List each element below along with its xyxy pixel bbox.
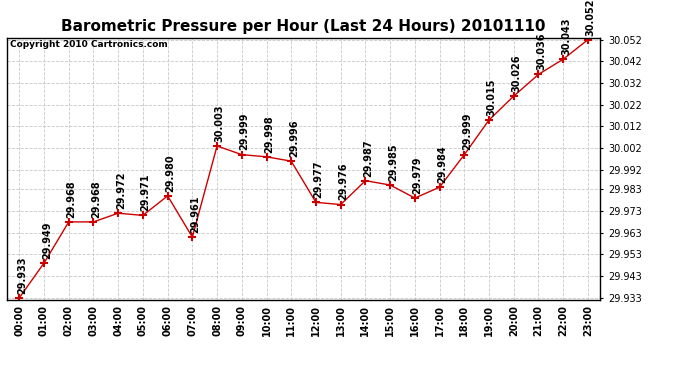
Text: 29.984: 29.984	[437, 146, 447, 183]
Text: 29.998: 29.998	[264, 115, 275, 153]
Text: 29.985: 29.985	[388, 143, 398, 181]
Text: 29.961: 29.961	[190, 195, 200, 233]
Text: 29.980: 29.980	[166, 154, 175, 192]
Text: 29.999: 29.999	[462, 113, 472, 150]
Text: 30.015: 30.015	[487, 78, 497, 116]
Text: 29.949: 29.949	[42, 222, 52, 259]
Text: 30.003: 30.003	[215, 104, 225, 142]
Text: 30.036: 30.036	[536, 33, 546, 70]
Text: 30.052: 30.052	[586, 0, 595, 36]
Text: 29.996: 29.996	[289, 120, 299, 157]
Text: 29.968: 29.968	[66, 180, 77, 218]
Text: 29.971: 29.971	[141, 174, 150, 211]
Text: 29.977: 29.977	[314, 161, 324, 198]
Text: 29.987: 29.987	[363, 139, 373, 177]
Text: 29.999: 29.999	[239, 113, 250, 150]
Text: 29.933: 29.933	[17, 256, 27, 294]
Text: 29.972: 29.972	[116, 171, 126, 209]
Text: 30.043: 30.043	[561, 18, 571, 55]
Text: 30.026: 30.026	[511, 54, 522, 92]
Text: 29.976: 29.976	[339, 163, 348, 200]
Text: 29.979: 29.979	[413, 156, 423, 194]
Text: 29.968: 29.968	[91, 180, 101, 218]
Title: Barometric Pressure per Hour (Last 24 Hours) 20101110: Barometric Pressure per Hour (Last 24 Ho…	[61, 18, 546, 33]
Text: Copyright 2010 Cartronics.com: Copyright 2010 Cartronics.com	[10, 40, 168, 49]
